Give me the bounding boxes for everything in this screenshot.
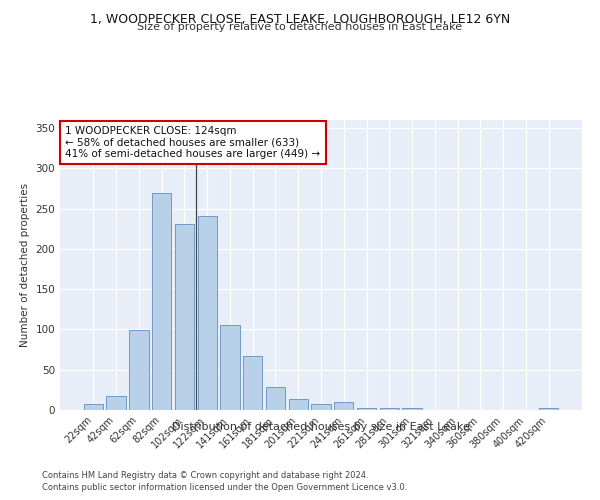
Bar — [129, 330, 149, 410]
Text: 1 WOODPECKER CLOSE: 124sqm
← 58% of detached houses are smaller (633)
41% of sem: 1 WOODPECKER CLOSE: 124sqm ← 58% of deta… — [65, 126, 320, 159]
Text: Size of property relative to detached houses in East Leake: Size of property relative to detached ho… — [137, 22, 463, 32]
Bar — [197, 216, 217, 410]
Bar — [334, 402, 353, 410]
Bar — [175, 224, 194, 410]
Bar — [152, 192, 172, 410]
Text: Contains HM Land Registry data © Crown copyright and database right 2024.: Contains HM Land Registry data © Crown c… — [42, 471, 368, 480]
Y-axis label: Number of detached properties: Number of detached properties — [20, 183, 30, 347]
Bar — [84, 404, 103, 410]
Bar — [380, 408, 399, 410]
Text: Contains public sector information licensed under the Open Government Licence v3: Contains public sector information licen… — [42, 484, 407, 492]
Bar — [243, 356, 262, 410]
Bar — [289, 398, 308, 410]
Bar — [266, 386, 285, 410]
Bar — [539, 408, 558, 410]
Text: 1, WOODPECKER CLOSE, EAST LEAKE, LOUGHBOROUGH, LE12 6YN: 1, WOODPECKER CLOSE, EAST LEAKE, LOUGHBO… — [90, 12, 510, 26]
Text: Distribution of detached houses by size in East Leake: Distribution of detached houses by size … — [172, 422, 470, 432]
Bar — [311, 404, 331, 410]
Bar — [357, 408, 376, 410]
Bar — [220, 326, 239, 410]
Bar — [106, 396, 126, 410]
Bar — [403, 408, 422, 410]
